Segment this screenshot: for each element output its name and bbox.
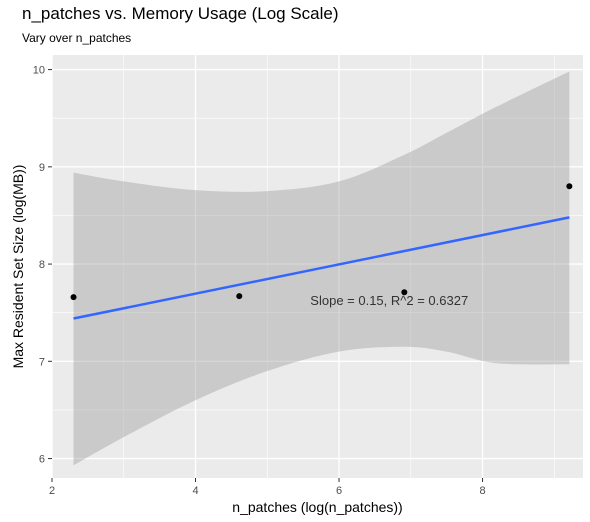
major-grid — [51, 55, 583, 478]
x-axis-ticks: 2 4 6 8 — [49, 478, 486, 497]
y-tick-label: 7 — [39, 356, 45, 368]
x-tick-label: 2 — [49, 485, 55, 497]
plot-panel — [52, 55, 583, 478]
data-point — [566, 183, 573, 190]
y-tick-label: 6 — [39, 454, 45, 466]
x-tick-label: 4 — [192, 485, 198, 497]
fit-annotation: Slope = 0.15, R^2 = 0.6327 — [310, 293, 468, 308]
y-axis-title: Max Resident Set Size (log(MB)) — [10, 165, 26, 369]
y-tick-label: 9 — [39, 162, 45, 174]
y-tick-label: 10 — [33, 65, 45, 77]
data-point — [401, 289, 408, 296]
chart-subtitle: Vary over n_patches — [22, 31, 132, 45]
x-tick-label: 8 — [479, 485, 485, 497]
x-axis-title: n_patches (log(n_patches)) — [232, 499, 402, 515]
x-tick-label: 6 — [336, 485, 342, 497]
data-point — [70, 294, 77, 301]
data-points — [70, 183, 573, 301]
data-point — [236, 293, 243, 300]
regression-line — [73, 216, 570, 320]
minor-grid — [52, 55, 583, 478]
chart-title: n_patches vs. Memory Usage (Log Scale) — [22, 4, 339, 23]
y-tick-label: 8 — [39, 259, 45, 271]
y-axis-ticks: 6 7 8 9 10 — [33, 65, 52, 466]
